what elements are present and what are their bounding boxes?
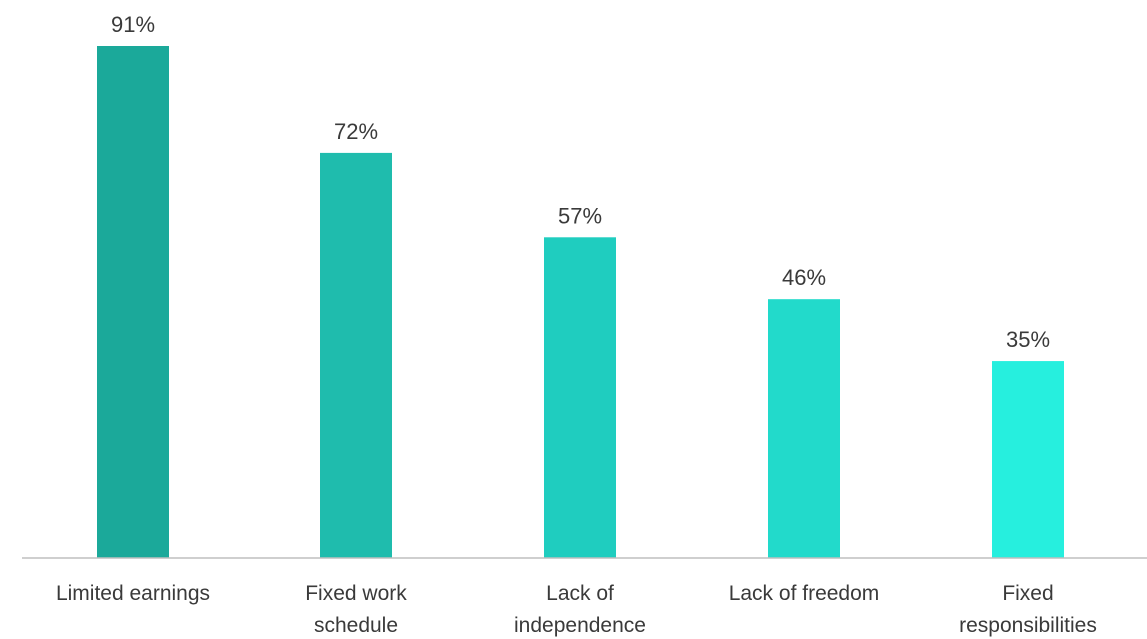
category-label-5-line-1: Fixed — [1002, 582, 1053, 605]
category-label-2-line-1: Fixed work — [305, 582, 407, 605]
bars-layer — [97, 46, 1064, 559]
category-label-5: Fixed responsibilities — [959, 582, 1097, 637]
category-label-2-line-2: schedule — [314, 614, 398, 637]
bar-5 — [992, 361, 1064, 558]
category-label-3-line-1: Lack of — [546, 582, 614, 605]
category-label-3-line-2: independence — [514, 614, 646, 637]
category-label-2: Fixed work schedule — [305, 582, 407, 637]
category-labels-layer: Limited earnings Fixed work schedule Lack o… — [56, 582, 1097, 637]
bar-1 — [97, 46, 169, 558]
data-label-3: 57% — [558, 203, 602, 228]
bar-4 — [768, 299, 840, 558]
bar-2 — [320, 152, 392, 558]
category-label-4: Lack of freedom — [729, 582, 880, 605]
data-label-2: 72% — [334, 119, 378, 144]
category-label-1: Limited earnings — [56, 582, 210, 605]
category-label-1-line-1: Limited earnings — [56, 582, 210, 605]
category-label-5-line-2: responsibilities — [959, 614, 1097, 637]
category-label-3: Lack of independence — [514, 582, 646, 637]
data-labels-layer: 91% 72% 57% 46% 35% — [111, 12, 1050, 352]
data-label-4: 46% — [782, 265, 826, 290]
data-label-5: 35% — [1006, 327, 1050, 352]
data-label-1: 91% — [111, 12, 155, 37]
bar-3 — [544, 237, 616, 559]
category-label-4-line-1: Lack of freedom — [729, 582, 880, 605]
